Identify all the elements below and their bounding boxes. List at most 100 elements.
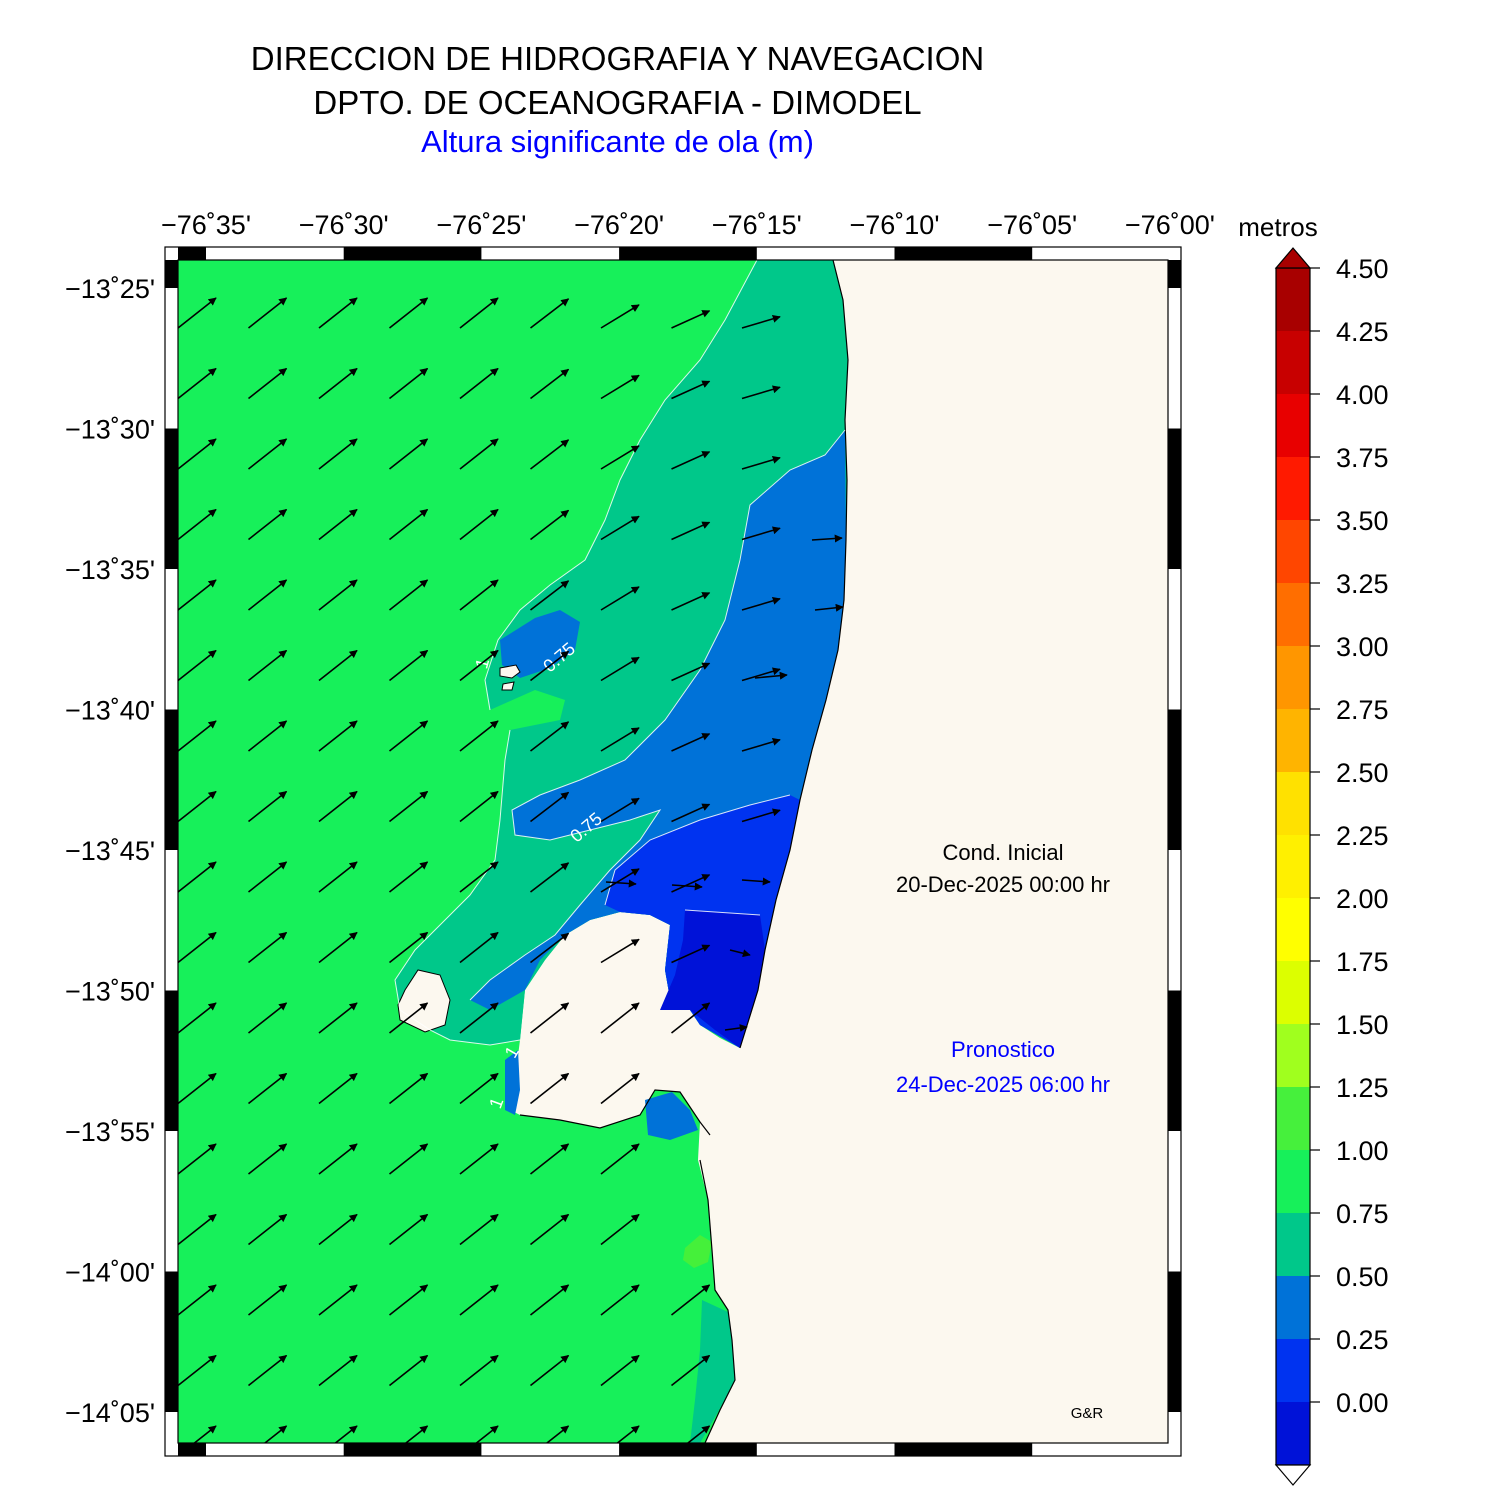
wave-arrow <box>741 385 781 400</box>
wave-arrow <box>530 1284 570 1316</box>
colorbar-segment <box>1276 709 1310 772</box>
credit-label: G&R <box>1071 1405 1104 1422</box>
wave-arrow <box>671 592 711 611</box>
wave-arrow <box>459 649 499 682</box>
islet-land <box>499 664 521 691</box>
longitude-labels: −76˚35' −76˚30' −76˚25' −76˚20' −76˚15' −76˚1… <box>161 210 1215 240</box>
wave-arrow <box>459 1143 499 1175</box>
wave-arrow <box>600 1284 640 1316</box>
wave-arrow <box>389 649 429 682</box>
wave-arrow <box>729 949 751 958</box>
wave-arrow <box>389 1143 429 1175</box>
wave-arrow <box>600 374 640 400</box>
colorbar-segment <box>1276 268 1310 331</box>
ocean-band-0-25 <box>660 910 765 1048</box>
title-line-3: Altura significante de ola (m) <box>421 124 814 159</box>
wave-arrow <box>600 1143 640 1175</box>
wave-arrow <box>389 1002 429 1034</box>
colorbar: metros 4.50 4.25 4.00 3.75 3.50 3.25 3.00 2.75 2… <box>1238 212 1389 1486</box>
ocean-channel-50-75 <box>505 1050 520 1115</box>
wave-arrow <box>178 1002 217 1034</box>
wave-arrow <box>389 508 429 541</box>
lat-tick-label: −13˚30' <box>65 415 155 445</box>
wave-arrow <box>459 1072 499 1105</box>
colorbar-segment <box>1276 1087 1310 1150</box>
wave-arrow <box>600 304 640 329</box>
wave-arrow <box>459 508 499 541</box>
wave-arrow <box>475 1425 499 1443</box>
wave-arrow <box>530 721 570 752</box>
wave-arrow <box>248 790 288 823</box>
wave-arrow <box>248 438 288 470</box>
wave-arrow <box>671 1354 711 1387</box>
lon-tick-label: −76˚30' <box>299 210 389 240</box>
wave-arrow <box>459 297 499 329</box>
colorbar-tick-label: 3.25 <box>1336 569 1389 599</box>
wave-arrow <box>530 1213 570 1246</box>
title-line-2: DPTO. DE OCEANOGRAFIA - DIMODEL <box>313 84 922 121</box>
lat-tick-label: −14˚00' <box>65 1258 155 1288</box>
colorbar-tick-label: 1.75 <box>1336 947 1389 977</box>
lat-tick-label: −13˚35' <box>65 555 155 585</box>
wave-arrow <box>389 1213 429 1246</box>
wave-arrow <box>178 367 217 400</box>
wave-arrow <box>318 1002 358 1034</box>
wave-arrow <box>530 1354 570 1387</box>
wave-arrow <box>671 451 711 470</box>
wave-arrow <box>248 1002 288 1034</box>
colorbar-tick-label: 0.25 <box>1336 1325 1389 1355</box>
colorbar-tick-label: 1.00 <box>1336 1136 1389 1166</box>
wave-arrow <box>178 508 217 541</box>
wave-arrow <box>671 1002 711 1034</box>
wave-arrow <box>616 1425 640 1443</box>
wave-arrow <box>530 1002 570 1034</box>
wave-arrow <box>600 515 640 541</box>
wave-arrow <box>318 931 358 964</box>
wave-arrow <box>459 579 499 611</box>
colorbar-segment <box>1276 898 1310 961</box>
colorbar-segment <box>1276 1402 1310 1465</box>
wave-arrow <box>814 603 844 612</box>
wave-arrow <box>530 509 570 541</box>
wave-arrow <box>671 662 711 682</box>
wave-arrow <box>318 649 358 682</box>
lat-tick-label: −13˚40' <box>65 696 155 726</box>
wave-arrow <box>389 1354 429 1387</box>
wave-arrow <box>459 1213 499 1246</box>
colorbar-tick-label: 4.25 <box>1336 317 1389 347</box>
wave-arrow <box>389 861 429 893</box>
wave-arrow <box>605 879 637 888</box>
wave-arrow <box>671 944 711 964</box>
wave-arrow <box>741 667 781 682</box>
wave-arrow <box>459 1284 499 1316</box>
wave-arrow <box>178 1213 217 1246</box>
wave-arrow <box>600 1213 640 1246</box>
contour-lines <box>394 260 846 1046</box>
colorbar-tick-label: 3.00 <box>1336 632 1389 662</box>
colorbar-tick-label: 0.00 <box>1336 1388 1389 1418</box>
wave-arrow <box>248 861 288 893</box>
wave-arrow <box>459 438 499 470</box>
wave-arrow <box>459 720 499 752</box>
wave-arrow <box>671 733 711 752</box>
ocean-patch-south-50-75 <box>645 1092 698 1140</box>
wave-arrow <box>389 438 429 470</box>
wave-arrow <box>334 1425 358 1443</box>
colorbar-segment <box>1276 835 1310 898</box>
wave-arrow <box>318 720 358 752</box>
wave-arrow <box>178 1143 217 1175</box>
wave-arrow <box>600 586 640 611</box>
wave-arrow <box>263 1425 288 1443</box>
wave-arrow <box>459 790 499 823</box>
lat-tick-label: −13˚50' <box>65 977 155 1007</box>
colorbar-tick-label: 0.50 <box>1336 1262 1389 1292</box>
wave-arrow <box>741 596 781 611</box>
ocean-patch-50-75 <box>500 610 580 678</box>
wave-arrow <box>248 1143 288 1175</box>
wave-arrow <box>600 1072 640 1105</box>
wave-arrow <box>248 931 288 964</box>
lat-tick-label: −14˚05' <box>65 1398 155 1428</box>
wave-arrow <box>248 367 288 400</box>
wave-arrow <box>318 1354 358 1387</box>
